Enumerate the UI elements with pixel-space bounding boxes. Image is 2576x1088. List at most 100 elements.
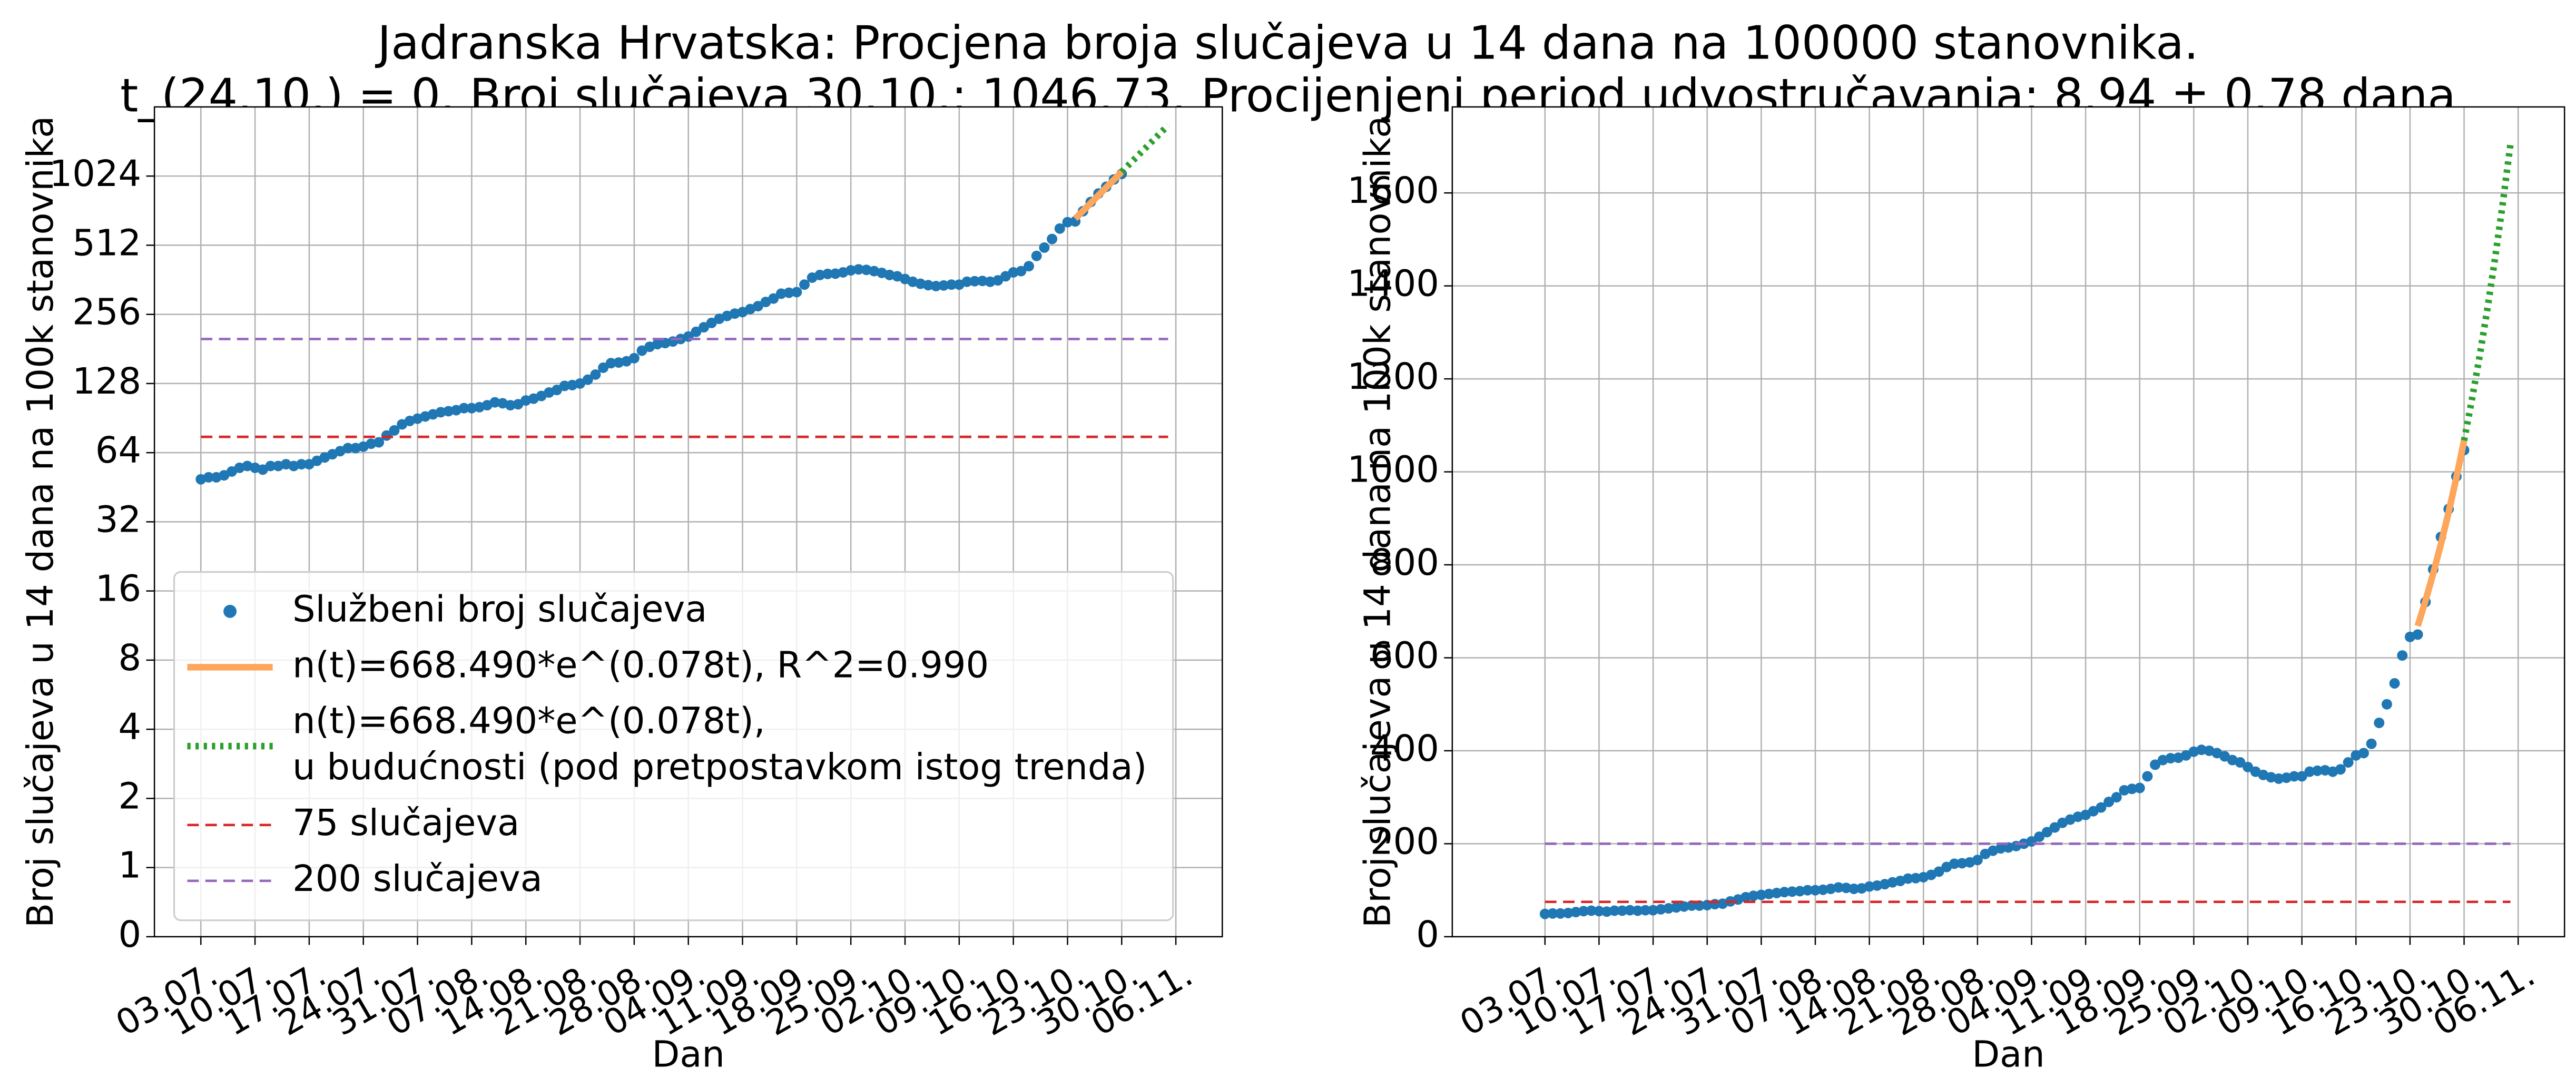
legend-label: Službeni broj slučajeva — [292, 588, 707, 630]
data-point — [930, 280, 941, 291]
y-tick-label: 1400 — [1347, 263, 1439, 305]
y-tick-label: 4 — [119, 706, 142, 748]
x-axis-label: Dan — [1972, 1034, 2044, 1076]
data-point — [2296, 771, 2307, 782]
y-tick-label: 1200 — [1347, 356, 1439, 398]
data-point — [590, 369, 601, 380]
data-point — [559, 380, 570, 391]
data-point — [938, 280, 949, 291]
data-point — [613, 357, 624, 368]
data-point — [2358, 748, 2369, 759]
data-point — [1864, 881, 1875, 892]
y-tick-label: 200 — [1370, 820, 1439, 862]
data-point — [466, 403, 477, 414]
data-point — [1779, 887, 1790, 898]
data-point — [1640, 905, 1651, 916]
data-point — [2381, 699, 2392, 710]
data-point — [1632, 905, 1643, 916]
data-point — [2243, 761, 2254, 772]
data-point — [853, 264, 864, 275]
data-point — [1024, 261, 1035, 272]
data-point — [1972, 855, 1983, 866]
data-point — [296, 459, 307, 470]
data-point — [2389, 678, 2400, 689]
y-tick-label: 512 — [72, 222, 141, 264]
data-point — [1562, 907, 1574, 918]
data-point — [1655, 904, 1666, 915]
data-point — [1609, 905, 1620, 916]
data-point — [783, 287, 794, 298]
data-point — [1802, 885, 1813, 896]
axes-frame — [1451, 106, 2565, 938]
axes-frame — [153, 106, 1223, 938]
data-point — [2273, 773, 2284, 784]
data-point — [2134, 782, 2145, 793]
data-point — [1578, 906, 1589, 917]
data-point — [2374, 718, 2385, 728]
data-point — [2150, 759, 2161, 770]
data-point — [768, 293, 779, 304]
data-point — [1008, 267, 1019, 278]
data-point — [2111, 792, 2122, 803]
data-point — [1678, 901, 1689, 912]
data-point — [1570, 907, 1581, 918]
data-point — [605, 358, 616, 369]
series-layer — [1539, 144, 2514, 919]
data-point — [381, 430, 392, 441]
data-point — [845, 265, 857, 276]
data-point — [822, 268, 833, 279]
data-point — [2196, 744, 2207, 756]
data-point — [791, 287, 802, 298]
data-point — [505, 400, 516, 411]
data-point — [2235, 757, 2246, 768]
data-point — [861, 264, 872, 276]
data-point — [443, 406, 454, 417]
data-point — [1756, 889, 1767, 900]
data-point — [1663, 903, 1674, 914]
y-tick-label: 64 — [95, 429, 141, 472]
data-point — [2397, 650, 2408, 661]
data-point — [1902, 873, 1913, 884]
legend-box — [173, 571, 1174, 922]
chart: 03.07.10.07.17.07.24.07.31.07.07.08.14.0… — [1347, 106, 2565, 1076]
y-tick-label: 800 — [1370, 542, 1439, 584]
plot-area — [1452, 106, 2565, 937]
data-point — [961, 276, 972, 287]
data-point — [1949, 858, 1960, 869]
data-point — [884, 269, 895, 280]
data-point — [2041, 827, 2052, 838]
data-point — [2304, 766, 2315, 777]
data-point — [1016, 266, 1027, 277]
y-tick-label: 600 — [1370, 635, 1439, 677]
data-point — [458, 403, 469, 414]
y-tick-label: 16 — [95, 568, 141, 610]
y-tick-label: 400 — [1370, 728, 1439, 770]
legend-label: u budućnosti (pod pretpostavkom istog tr… — [292, 746, 1147, 788]
series-line — [1119, 123, 1171, 174]
data-point — [2312, 765, 2323, 776]
data-point — [342, 443, 353, 454]
y-tick-label: 1 — [119, 845, 142, 887]
data-point — [1039, 242, 1050, 253]
data-point — [1047, 233, 1058, 244]
legend-label: n(t)=668.490*e^(0.078t), R^2=0.990 — [292, 644, 989, 686]
data-point — [2335, 764, 2346, 775]
data-point — [1787, 886, 1797, 897]
data-point — [1601, 906, 1613, 917]
data-point — [1817, 884, 1828, 895]
data-point — [969, 276, 980, 287]
data-point — [1810, 885, 1821, 896]
data-point — [389, 425, 400, 436]
data-point — [1054, 223, 1065, 234]
data-point — [1748, 890, 1759, 901]
y-tick-label: 32 — [95, 498, 141, 541]
series-layer — [195, 123, 1171, 485]
data-point — [1794, 886, 1805, 897]
series-line — [2461, 144, 2514, 442]
data-point — [1995, 843, 2006, 854]
data-point — [1586, 905, 1597, 916]
data-point — [830, 268, 841, 279]
data-point — [1833, 882, 1844, 893]
